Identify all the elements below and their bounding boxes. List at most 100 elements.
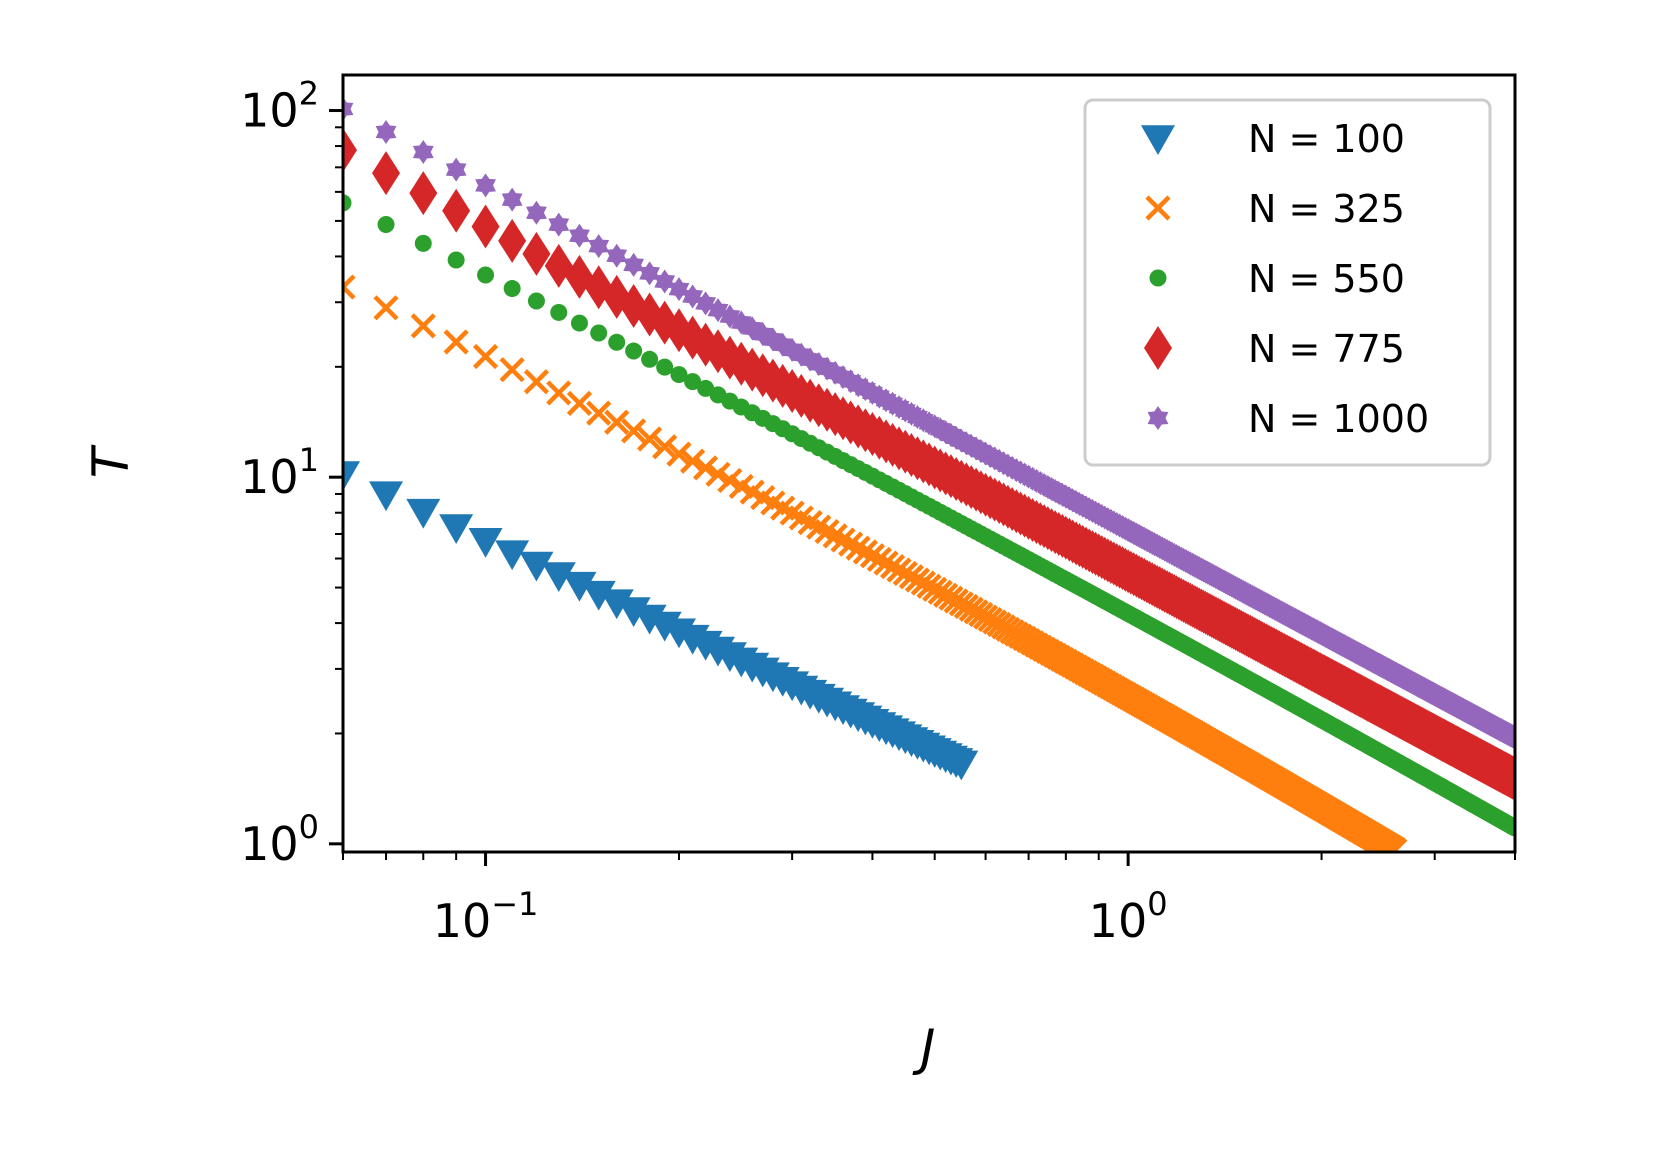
data-point <box>562 571 597 602</box>
data-point <box>414 234 432 252</box>
legend-marker <box>1149 269 1167 287</box>
data-point <box>343 461 360 492</box>
data-point <box>477 266 495 284</box>
data-point <box>838 531 864 557</box>
data-point <box>684 373 702 391</box>
data-point <box>471 204 500 249</box>
legend-label: N = 325 <box>1248 187 1405 231</box>
data-point <box>445 157 467 182</box>
data-point <box>652 434 678 460</box>
axes-frame <box>341 73 1517 854</box>
legend-label: N = 1000 <box>1248 397 1429 441</box>
legend-entry: N = 775 <box>1144 326 1405 371</box>
data-point <box>1504 725 1515 750</box>
data-point <box>608 333 626 351</box>
legend-label: N = 100 <box>1248 117 1405 161</box>
data-point <box>590 324 608 342</box>
data-point <box>692 455 719 481</box>
data-point <box>546 380 572 406</box>
data-point <box>623 252 645 277</box>
data-point <box>498 218 527 263</box>
x-tick-label: 10−1 <box>433 885 539 948</box>
legend-marker <box>1145 195 1171 221</box>
x-tick-label: 100 <box>1089 885 1168 948</box>
data-point <box>654 269 676 294</box>
y-tick-label: 101 <box>240 441 319 504</box>
data-point <box>343 96 354 121</box>
data-point <box>503 280 521 298</box>
legend-entry: N = 100 <box>1141 117 1405 161</box>
data-point <box>636 426 663 452</box>
y-tick-label: 102 <box>240 75 319 138</box>
data-point <box>550 303 568 321</box>
data-point <box>570 314 588 332</box>
data-point <box>519 551 554 582</box>
data-point <box>566 390 593 416</box>
data-point <box>616 597 651 628</box>
data-point <box>522 231 551 276</box>
legend-marker <box>1141 125 1175 155</box>
data-point <box>442 188 471 233</box>
legend-entry: N = 325 <box>1145 187 1405 231</box>
data-point <box>377 216 395 234</box>
legend-marker <box>1147 406 1169 430</box>
y-axis: 100 101 102 <box>240 75 343 871</box>
series-n-775 <box>343 128 1515 801</box>
data-point <box>641 350 659 368</box>
data-point <box>343 128 357 173</box>
data-point <box>439 514 474 544</box>
y-tick-label: 100 <box>240 808 319 871</box>
data-point <box>666 441 692 467</box>
x-axis-label: J <box>912 1019 936 1077</box>
data-point <box>523 369 550 395</box>
data-point <box>468 527 503 558</box>
data-point <box>412 140 434 165</box>
data-point <box>604 409 630 435</box>
data-point <box>656 358 674 376</box>
data-point <box>639 261 660 286</box>
x-axis: 10−1 100 <box>342 852 1516 948</box>
legend-entry: N = 1000 <box>1147 397 1429 441</box>
series-n-1000 <box>343 96 1515 750</box>
data-point <box>680 448 706 474</box>
data-markers <box>343 96 1515 852</box>
data-point <box>343 194 352 212</box>
data-point <box>501 187 523 212</box>
legend: N = 100 N = 325 N = 550 N = 775 N = 1000 <box>1083 98 1492 467</box>
legend-marker <box>1144 326 1172 370</box>
data-point <box>668 277 690 302</box>
data-point <box>625 342 643 360</box>
legend-frame <box>1083 98 1492 467</box>
data-point <box>495 540 530 571</box>
data-point <box>369 481 404 512</box>
data-point <box>1506 819 1515 837</box>
series-n-325 <box>343 274 1408 852</box>
data-point <box>705 461 731 487</box>
data-point <box>581 580 616 611</box>
legend-label: N = 550 <box>1248 257 1405 301</box>
data-point <box>406 498 441 529</box>
data-point <box>852 539 878 565</box>
data-point <box>447 251 465 269</box>
series-n-100 <box>343 461 979 781</box>
data-point <box>443 329 469 355</box>
data-point <box>606 243 628 268</box>
data-point <box>944 750 979 781</box>
data-point <box>621 418 647 444</box>
data-point <box>472 343 499 370</box>
legend-entry: N = 550 <box>1149 257 1405 301</box>
data-point <box>373 295 399 321</box>
data-point <box>1501 756 1515 801</box>
data-point <box>541 562 576 592</box>
data-point <box>588 234 610 259</box>
data-point <box>375 120 397 145</box>
data-point <box>670 366 688 384</box>
data-point <box>1382 837 1408 852</box>
data-point <box>475 173 496 198</box>
data-point <box>410 313 436 339</box>
data-point <box>527 292 545 310</box>
data-point <box>526 200 547 225</box>
data-point <box>372 151 401 196</box>
data-point <box>409 171 438 216</box>
